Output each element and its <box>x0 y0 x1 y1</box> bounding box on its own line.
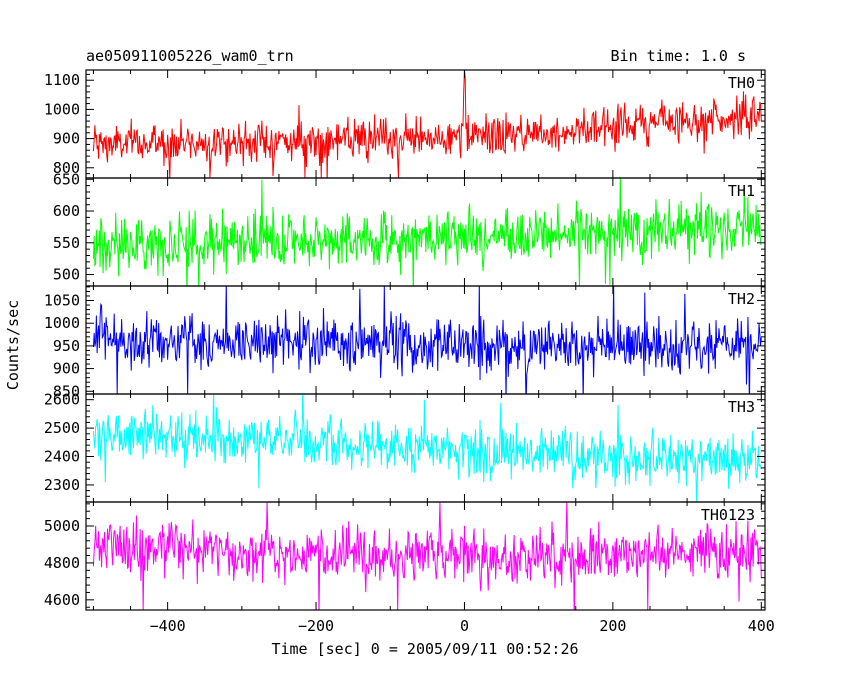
y-tick-label: 850 <box>53 382 80 400</box>
panel-label-th0123: TH0123 <box>701 506 755 524</box>
series-th3 <box>92 394 762 502</box>
y-tick-label: 550 <box>53 234 80 252</box>
y-tick-label: 1000 <box>44 100 80 118</box>
figure-title: ae050911005226_wam0_trn <box>86 47 294 65</box>
panel-th0: 800 900 1000 1100 TH0 <box>44 69 766 179</box>
series-th0 <box>92 70 762 178</box>
series-th0123 <box>92 502 762 610</box>
panel-label-th3: TH3 <box>728 398 755 416</box>
y-tick-label: 2500 <box>44 419 80 437</box>
y-tick-label: 1100 <box>44 71 80 89</box>
panel-label-th2: TH2 <box>728 290 755 308</box>
panel-th3: 2300 2400 2500 2600 TH3 <box>44 391 766 503</box>
panel-label-th1: TH1 <box>728 182 755 200</box>
y-tick-label: 900 <box>53 130 80 148</box>
y-tick-label: 2300 <box>44 476 80 494</box>
y-tick-label: 500 <box>53 266 80 284</box>
panel-th1: 500 550 600 650 TH1 <box>53 170 766 287</box>
y-tick-label: 950 <box>53 337 80 355</box>
x-tick-label: 0 <box>460 617 469 635</box>
y-axis-label: Counts/sec <box>4 300 22 390</box>
y-tick-label: 4600 <box>44 591 80 609</box>
panel-th2: 850 900 950 1000 1050 TH2 <box>44 285 766 400</box>
y-tick-label: 4800 <box>44 554 80 572</box>
series-th2 <box>92 286 762 394</box>
panels-group: 800 900 1000 1100 TH0 500 550 600 650 TH1 850 900 95… <box>44 69 775 635</box>
x-axis-label: Time [sec] 0 = 2005/09/11 00:52:26 <box>271 640 578 658</box>
y-tick-label: 650 <box>53 170 80 188</box>
series-th1 <box>92 178 762 286</box>
x-tick-label: −400 <box>150 617 186 635</box>
y-tick-label: 600 <box>53 202 80 220</box>
bin-time-label: Bin time: 1.0 s <box>611 47 746 65</box>
x-tick-label: −200 <box>298 617 334 635</box>
y-tick-label: 1050 <box>44 292 80 310</box>
y-tick-label: 2400 <box>44 448 80 466</box>
y-tick-label: 5000 <box>44 517 80 535</box>
y-tick-label: 900 <box>53 360 80 378</box>
y-tick-label: 800 <box>53 159 80 177</box>
x-tick-label: 200 <box>599 617 626 635</box>
panel-th0123: 4600 4800 5000 TH0123 <box>44 501 766 611</box>
y-tick-label: 2600 <box>44 391 80 409</box>
x-tick-label: 400 <box>748 617 775 635</box>
y-tick-label: 1000 <box>44 314 80 332</box>
panel-label-th0: TH0 <box>728 74 755 92</box>
